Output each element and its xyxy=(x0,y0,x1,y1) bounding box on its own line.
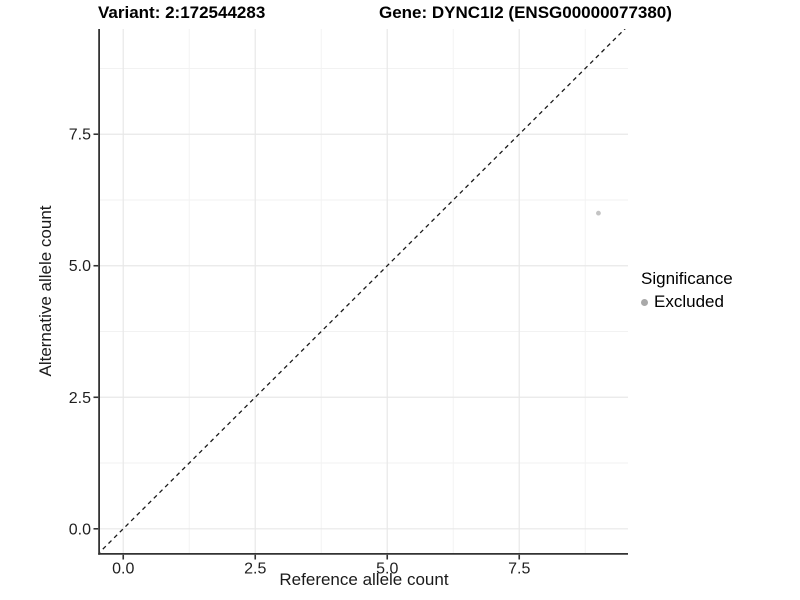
y-tick-label: 2.5 xyxy=(69,390,91,407)
x-tick-label: 0.0 xyxy=(112,561,134,578)
data-point xyxy=(596,210,601,216)
identity-dashed-line xyxy=(100,29,626,553)
x-tick-label: 2.5 xyxy=(244,561,266,578)
plot-title-gene: Gene: DYNC1I2 (ENSG00000077380) xyxy=(379,3,672,22)
legend-item-excluded: Excluded xyxy=(641,292,733,312)
panel-content xyxy=(100,29,626,553)
legend-point-icon xyxy=(641,298,648,306)
x-tick-label: 7.5 xyxy=(508,561,530,578)
y-axis-title: Alternative allele count xyxy=(36,205,55,377)
x-tick-label: 5.0 xyxy=(376,561,398,578)
y-tick-label: 7.5 xyxy=(69,127,91,144)
plot-title-variant: Variant: 2:172544283 xyxy=(98,3,266,22)
y-tick-label: 5.0 xyxy=(69,258,91,275)
legend-title: Significance xyxy=(641,269,733,288)
legend-item-label: Excluded xyxy=(654,292,724,311)
y-tick-label: 0.0 xyxy=(69,521,91,538)
legend: Significance Excluded xyxy=(641,269,733,312)
x-axis-title: Reference allele count xyxy=(279,570,449,589)
